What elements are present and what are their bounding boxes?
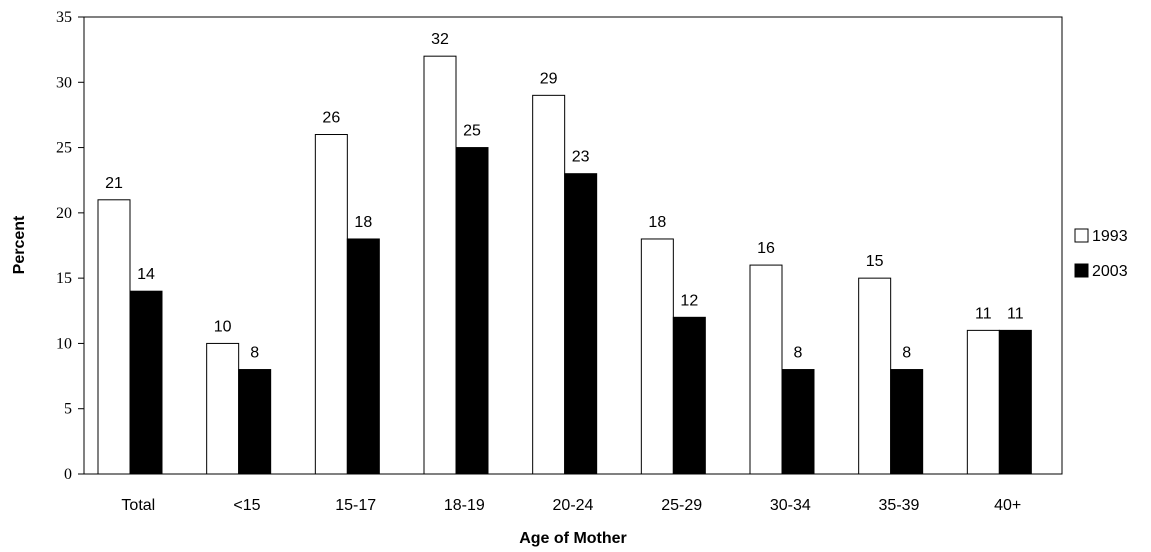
data-label: 8	[902, 345, 911, 362]
data-label: 25	[463, 123, 481, 140]
bar-1993-40+	[966, 329, 1000, 475]
x-tick-label: Total	[121, 497, 155, 514]
bar-2003-25-29	[672, 316, 706, 475]
bar-1993-20-24	[532, 94, 566, 475]
bar-2003-<15	[238, 369, 272, 475]
x-axis-ticks: Total <15 15-17 18-19 20-24 25-29 30-34 35-39 40…	[121, 497, 1021, 514]
y-tick-label: 5	[64, 401, 72, 418]
x-axis-title: Age of Mother	[519, 530, 627, 547]
bar-2003-15-17	[346, 238, 380, 475]
bar-2003-20-24	[564, 173, 598, 475]
legend-label: 2003	[1092, 263, 1128, 280]
bar-1993-30-34	[749, 264, 783, 475]
legend: 1993 2003	[1074, 228, 1128, 280]
y-tick-label: 0	[64, 466, 72, 483]
data-label: 11	[1007, 305, 1024, 322]
y-tick-label: 25	[56, 140, 72, 157]
data-label: 12	[680, 292, 698, 309]
data-label: 21	[105, 175, 123, 192]
data-label: 29	[540, 70, 558, 87]
data-label: 8	[794, 345, 803, 362]
bar-2003-Total	[129, 290, 163, 475]
plot-area: 0 5 10 15 20 25 30 35 21 14 10 8 26 18 32 25 29 23 18 12 16…	[56, 9, 1063, 514]
y-axis-ticks: 0 5 10 15 20 25 30 35	[56, 9, 84, 483]
data-label: 26	[322, 110, 340, 127]
y-tick-label: 10	[56, 335, 72, 352]
x-tick-label: 18-19	[444, 497, 485, 514]
bar-1993-18-19	[423, 55, 457, 475]
x-tick-label: 25-29	[661, 497, 702, 514]
bar-1993-15-17	[314, 134, 348, 475]
data-label: 15	[866, 253, 884, 270]
x-tick-label: 40+	[994, 497, 1021, 514]
bar-1993-35-39	[858, 277, 892, 475]
data-label: 18	[648, 214, 666, 231]
y-axis-title: Percent	[11, 215, 28, 274]
data-label: 18	[354, 214, 372, 231]
data-label: 16	[757, 240, 775, 257]
bar-1993-<15	[206, 342, 240, 475]
data-label: 32	[431, 31, 449, 48]
x-tick-label: <15	[233, 497, 260, 514]
bars	[97, 55, 1032, 475]
bar-2003-40+	[998, 329, 1032, 475]
x-tick-label: 20-24	[553, 497, 594, 514]
bar-2003-18-19	[455, 147, 489, 475]
data-label: 23	[572, 149, 590, 166]
y-tick-label: 15	[56, 270, 72, 287]
legend-swatch	[1074, 263, 1089, 278]
y-tick-label: 35	[56, 9, 72, 26]
bar-2003-30-34	[781, 369, 815, 475]
legend-label: 1993	[1092, 228, 1128, 245]
data-label: 11	[975, 305, 992, 322]
data-label: 8	[250, 345, 259, 362]
bar-2003-35-39	[890, 369, 924, 475]
y-tick-label: 20	[56, 205, 72, 222]
x-tick-label: 15-17	[335, 497, 376, 514]
data-labels: 21 14 10 8 26 18 32 25 29 23 18 12 16 8 15 8 11 11	[105, 31, 1024, 361]
x-tick-label: 30-34	[770, 497, 811, 514]
x-tick-label: 35-39	[879, 497, 920, 514]
data-label: 10	[214, 318, 232, 335]
y-tick-label: 30	[56, 74, 72, 91]
data-label: 14	[137, 266, 155, 283]
bar-1993-Total	[97, 199, 131, 475]
legend-swatch	[1074, 228, 1089, 243]
bar-1993-25-29	[640, 238, 674, 475]
